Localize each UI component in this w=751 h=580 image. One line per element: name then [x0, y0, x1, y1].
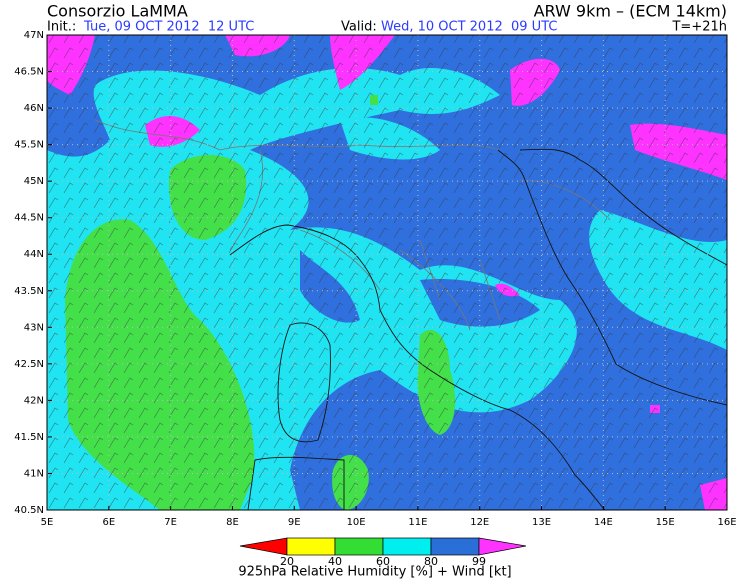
map-frame	[46, 34, 728, 511]
lon-label: 11E	[408, 517, 427, 528]
lat-label: 45N	[24, 176, 44, 187]
lat-label: 41N	[24, 468, 44, 479]
lon-label: 8E	[226, 517, 239, 528]
lat-label: 44.5N	[14, 213, 44, 224]
model: ARW 9km – (ECM 14km)	[534, 2, 727, 21]
colorbar	[239, 537, 527, 556]
lat-label: 42.5N	[14, 359, 44, 370]
grid: 47N 46.5N 46N 45.5N 45N 44.5N 44N 43.5N 43N 42.5N…	[14, 30, 736, 528]
colorbar-label: 40	[328, 555, 342, 568]
lon-label: 6E	[102, 517, 115, 528]
lon-label: 7E	[164, 517, 177, 528]
lon-label: 10E	[347, 517, 366, 528]
lon-label: 16E	[717, 517, 736, 528]
lat-label: 41.5N	[14, 432, 44, 443]
colorbar-label: 80	[424, 555, 438, 568]
init-time: Tue, 09 OCT 2012 12 UTC	[83, 20, 254, 35]
lat-label: 46.5N	[14, 67, 44, 78]
lat-label: 45.5N	[14, 140, 44, 151]
lon-label: 14E	[594, 517, 613, 528]
colorbar-label: 20	[280, 555, 294, 568]
lat-label: 43N	[24, 322, 44, 333]
lat-label: 44N	[24, 249, 44, 260]
colorbar-labels: 20 40 60 80 99	[280, 555, 486, 568]
lat-label: 40.5N	[14, 505, 44, 516]
init-label: Init.:	[47, 20, 76, 35]
lat-label: 42N	[24, 395, 44, 406]
lon-label: 13E	[532, 517, 551, 528]
lat-label: 43.5N	[14, 286, 44, 297]
legend-title: 925hPa Relative Humidity [%] + Wind [kt]	[238, 565, 511, 580]
lead-time: T=+21h	[671, 20, 727, 35]
title: Consorzio LaMMA	[47, 2, 188, 21]
lon-label: 12E	[470, 517, 489, 528]
valid-time: Wed, 10 OCT 2012 09 UTC	[381, 20, 557, 35]
colorbar-label: 99	[472, 555, 486, 568]
lon-label: 5E	[41, 517, 54, 528]
colorbar-label: 60	[376, 555, 390, 568]
lat-label: 47N	[24, 30, 44, 41]
lon-label: 9E	[288, 517, 301, 528]
valid-label: Valid:	[341, 20, 377, 35]
lat-label: 46N	[24, 103, 44, 114]
map	[47, 35, 727, 510]
lon-label: 15E	[656, 517, 675, 528]
